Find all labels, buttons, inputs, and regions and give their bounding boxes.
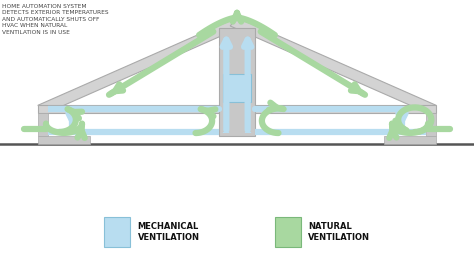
Polygon shape	[230, 17, 436, 114]
Polygon shape	[426, 113, 436, 136]
Text: HOME AUTOMATION SYSTEM
DETECTS EXTERIOR TEMPERATURES
AND AUTOMATICALLY SHUTS OFF: HOME AUTOMATION SYSTEM DETECTS EXTERIOR …	[2, 3, 109, 35]
Polygon shape	[219, 28, 255, 136]
Polygon shape	[38, 113, 48, 136]
Text: NATURAL
VENTILATION: NATURAL VENTILATION	[308, 222, 370, 242]
Polygon shape	[384, 136, 436, 144]
Polygon shape	[38, 136, 90, 144]
Polygon shape	[38, 17, 244, 114]
Polygon shape	[38, 105, 436, 113]
Polygon shape	[223, 74, 251, 102]
Polygon shape	[104, 217, 130, 247]
Text: MECHANICAL
VENTILATION: MECHANICAL VENTILATION	[137, 222, 200, 242]
Polygon shape	[275, 217, 301, 247]
